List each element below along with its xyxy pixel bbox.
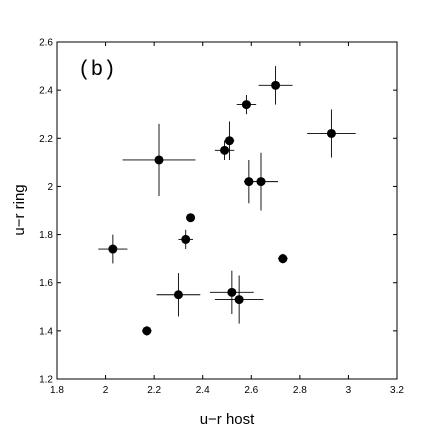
panel-label: (b)	[78, 59, 116, 82]
data-points	[108, 80, 336, 336]
error-bars	[98, 66, 356, 336]
data-point	[186, 213, 196, 223]
data-point	[271, 80, 281, 90]
data-point	[173, 290, 183, 300]
y-tick-label: 2.6	[39, 38, 53, 49]
data-point	[154, 155, 164, 165]
y-axis-label: u−r ring	[11, 184, 28, 235]
data-point	[241, 100, 251, 110]
data-point	[278, 254, 288, 264]
y-tick-label: 2	[47, 182, 53, 193]
y-tick-label: 2.2	[39, 134, 53, 145]
data-point	[108, 244, 118, 254]
x-tick-label: 2.2	[147, 385, 161, 396]
data-point	[326, 128, 336, 138]
y-tick-label: 1.2	[39, 375, 53, 386]
data-point	[244, 177, 254, 187]
x-tick-label: 3	[346, 385, 352, 396]
x-tick-label: 2.8	[293, 385, 307, 396]
x-tick-label: 1.8	[50, 385, 64, 396]
axis-ticks	[56, 41, 398, 380]
data-point	[256, 177, 266, 187]
x-tick-label: 2.4	[196, 385, 210, 396]
data-point	[181, 234, 191, 244]
x-tick-label: 2.6	[244, 385, 258, 396]
y-tick-label: 1.8	[39, 230, 53, 241]
x-tick-label: 3.2	[390, 385, 404, 396]
x-axis-label: u−r host	[200, 411, 255, 428]
y-tick-label: 2.4	[39, 86, 53, 97]
x-tick-labels: 1.8 2 2.2 2.4 2.6 2.8 3 3.2	[50, 385, 404, 396]
data-point	[142, 326, 152, 336]
plot-frame	[56, 41, 398, 380]
x-tick-label: 2	[103, 385, 109, 396]
data-point	[224, 136, 234, 146]
y-tick-labels: 1.2 1.4 1.6 1.8 2 2.2 2.4 2.6	[39, 38, 53, 386]
data-point	[220, 145, 230, 155]
data-point	[227, 287, 237, 297]
y-tick-label: 1.4	[39, 326, 53, 337]
y-tick-label: 1.6	[39, 278, 53, 289]
data-point	[234, 295, 244, 305]
